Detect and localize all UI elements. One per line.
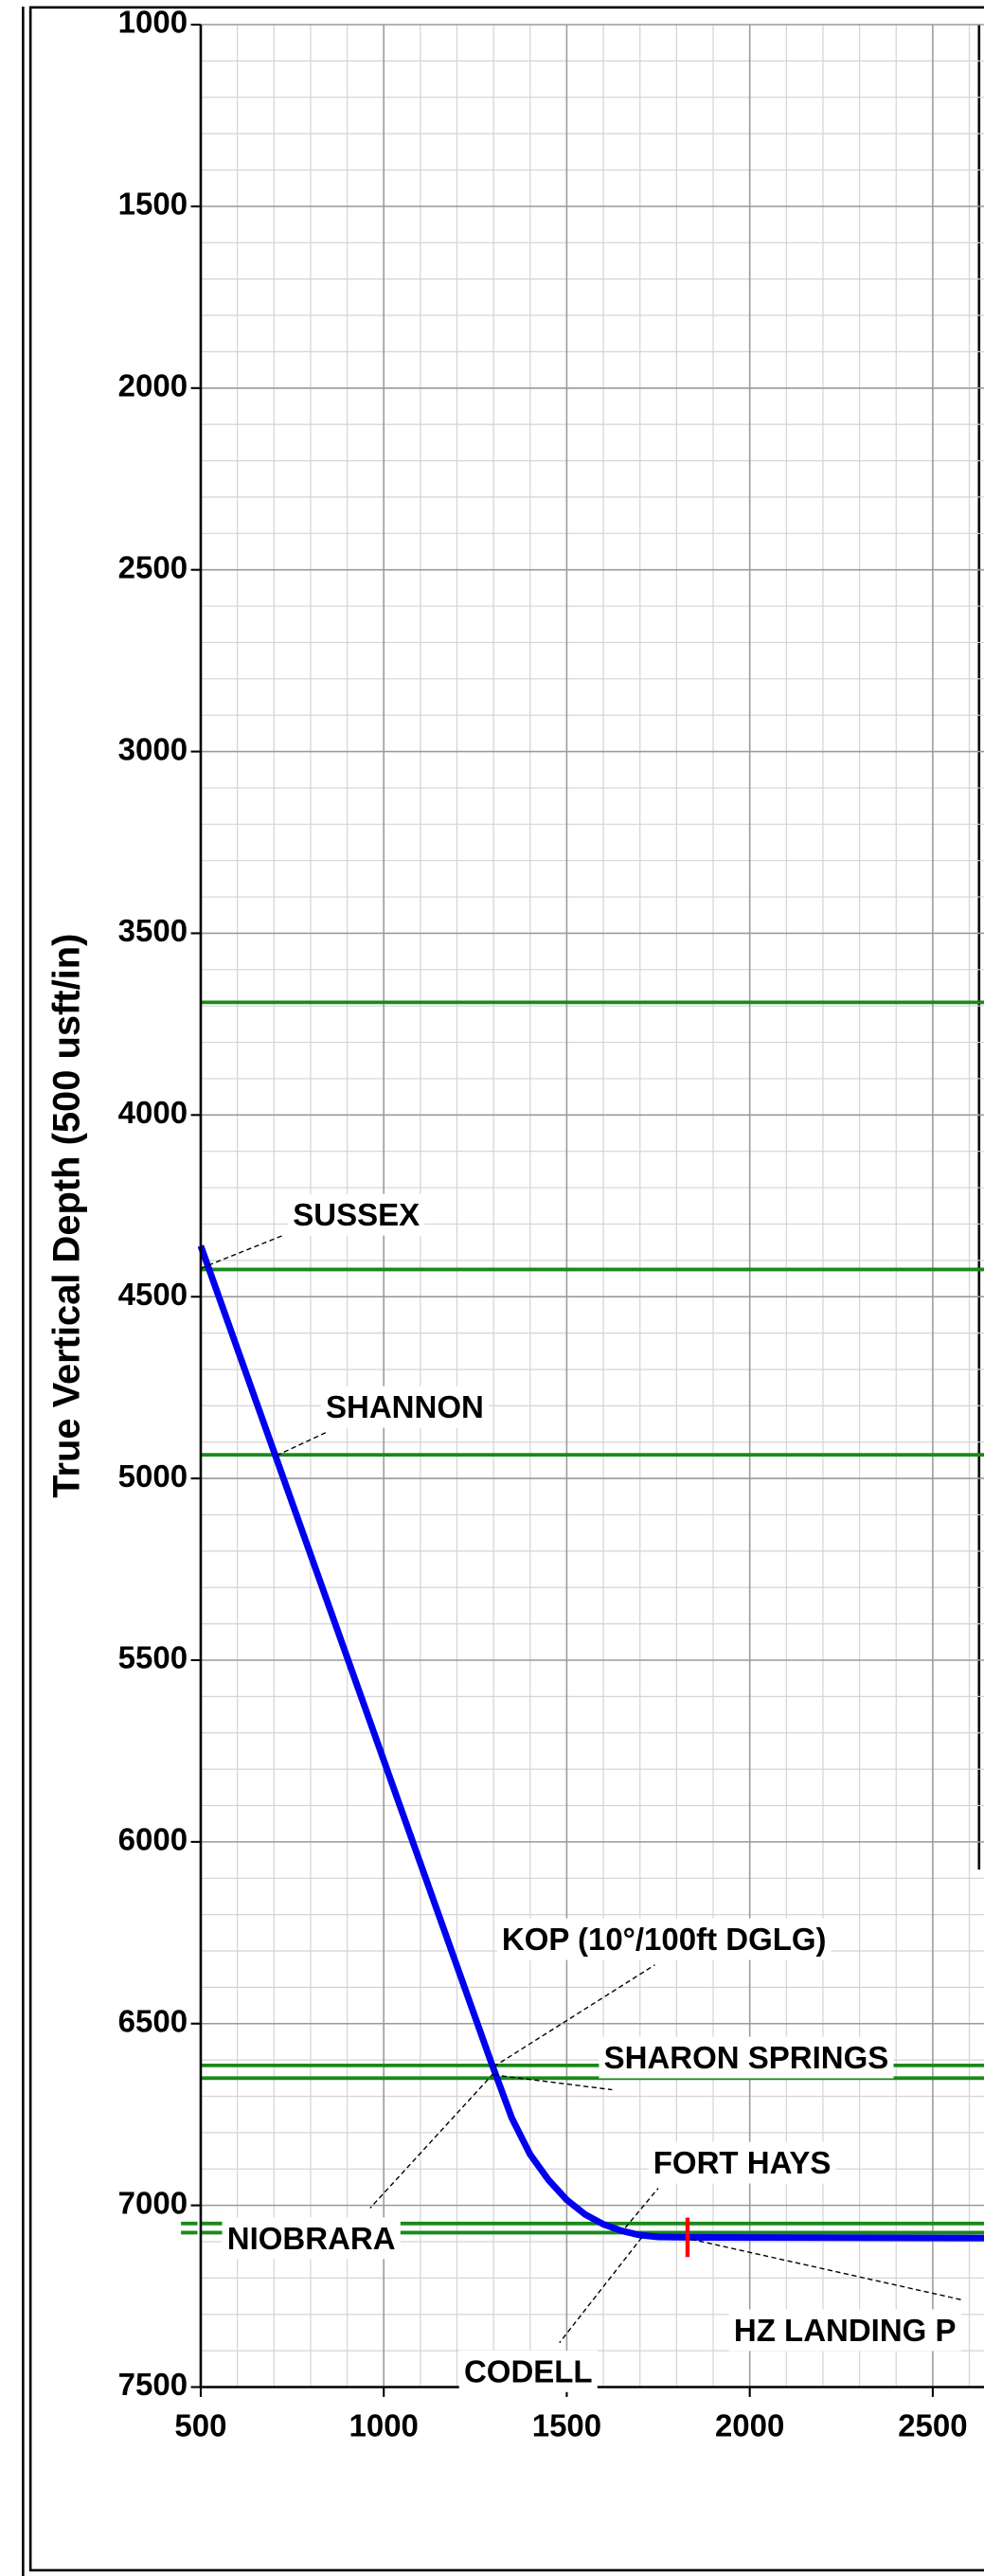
label-background xyxy=(288,1193,425,1236)
y-tick-label: 5500 xyxy=(118,1640,188,1675)
y-tick-label: 5000 xyxy=(118,1458,188,1494)
label-background xyxy=(458,2350,598,2392)
annotation-label: HZ LANDING P xyxy=(734,2313,957,2348)
wellbore-path xyxy=(197,1244,984,2242)
annotation-label: FORT HAYS xyxy=(653,2145,832,2180)
x-tick-label: 2500 xyxy=(898,2408,967,2443)
annotation-label: KOP (10°/100ft DGLG) xyxy=(502,1922,827,1957)
leader-line xyxy=(369,2072,494,2209)
x-tick-label: 2000 xyxy=(715,2408,784,2443)
y-tick-label: 6500 xyxy=(118,2003,188,2038)
x-tick-label: 1500 xyxy=(532,2408,601,2443)
y-tick-label: 4500 xyxy=(118,1277,188,1312)
x-tick-label: 1000 xyxy=(349,2408,419,2443)
leader-line xyxy=(559,2237,643,2344)
label-background xyxy=(728,2309,961,2352)
y-tick-label: 7500 xyxy=(118,2367,188,2402)
leader-line xyxy=(493,2074,613,2091)
y-tick-label: 7000 xyxy=(118,2185,188,2220)
x-tick-label: 500 xyxy=(174,2408,226,2443)
label-background xyxy=(320,1386,490,1428)
leader-line xyxy=(200,1234,284,1269)
label-background xyxy=(496,1918,832,1960)
annotation-label: SHANNON xyxy=(326,1389,484,1424)
y-tick-label: 3000 xyxy=(118,731,188,766)
leader-line xyxy=(276,1432,327,1457)
frame xyxy=(28,6,984,2572)
y-tick-label: 3500 xyxy=(118,913,188,948)
y-tick-label: 2000 xyxy=(118,368,188,403)
y-tick-label: 1500 xyxy=(118,187,188,222)
y-axis-label: True Vertical Depth (500 usft/in) xyxy=(46,934,88,1498)
label-background xyxy=(648,2141,836,2184)
annotation-label: SHARON SPRINGS xyxy=(604,2040,889,2075)
label-background xyxy=(599,2036,894,2079)
leader-line xyxy=(492,1964,655,2067)
leader-line xyxy=(690,2238,963,2301)
annotation-label: SUSSEX xyxy=(293,1197,420,1232)
annotation-label: NIOBRARA xyxy=(227,2221,396,2256)
leader-line xyxy=(624,2188,659,2228)
y-tick-label: 6000 xyxy=(118,1822,188,1857)
label-background xyxy=(222,2217,401,2260)
y-tick-label: 4000 xyxy=(118,1095,188,1130)
annotation-label: CODELL xyxy=(464,2353,593,2388)
y-tick-label: 2500 xyxy=(118,549,188,584)
y-tick-label: 1000 xyxy=(118,5,188,40)
